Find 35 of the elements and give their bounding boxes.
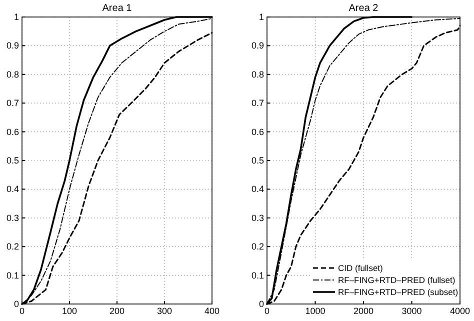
y-tick-label: 0.2 bbox=[6, 242, 19, 252]
y-tick-label: 0.5 bbox=[6, 156, 19, 166]
y-tick-label: 0.7 bbox=[251, 98, 264, 108]
y-tick-label: 0.4 bbox=[6, 184, 19, 194]
y-tick-label: 0.2 bbox=[251, 242, 264, 252]
chart-title: Area 2 bbox=[348, 3, 379, 14]
y-tick-label: 0.6 bbox=[251, 126, 264, 137]
legend-label: RF–FING+RTD–PRED (fullset) bbox=[338, 275, 456, 285]
y-tick-label: 0.8 bbox=[251, 69, 264, 80]
y-tick-label: 1 bbox=[14, 12, 19, 22]
y-tick-label: 0 bbox=[14, 299, 19, 309]
y-tick-label: 0.8 bbox=[6, 69, 19, 80]
x-tick-label: 300 bbox=[156, 306, 172, 316]
y-tick-label: 0.3 bbox=[251, 212, 264, 223]
x-tick-label: 2000 bbox=[353, 306, 374, 316]
y-tick-label: 1 bbox=[258, 12, 264, 22]
y-tick-label: 0 bbox=[258, 299, 264, 309]
y-tick-label: 0.6 bbox=[6, 126, 19, 137]
y-tick-label: 0.7 bbox=[6, 98, 19, 108]
x-tick-label: 3000 bbox=[402, 306, 422, 316]
legend-label: RF–FING+RTD–PRED (subset) bbox=[338, 287, 458, 297]
x-tick-label: 4000 bbox=[450, 306, 470, 316]
x-tick-label: 100 bbox=[62, 306, 78, 316]
x-tick-label: 1000 bbox=[305, 306, 326, 316]
x-tick-label: 400 bbox=[204, 306, 220, 316]
legend-label: CID (fullset) bbox=[338, 263, 384, 273]
y-tick-label: 0.3 bbox=[6, 212, 19, 223]
x-tick-label: 200 bbox=[109, 306, 125, 316]
chart-title: Area 1 bbox=[102, 3, 132, 14]
y-tick-label: 0.5 bbox=[251, 156, 264, 166]
y-tick-label: 0.9 bbox=[251, 40, 264, 51]
y-tick-label: 0.9 bbox=[6, 40, 19, 51]
y-tick-label: 0.4 bbox=[251, 184, 264, 194]
y-tick-label: 0.1 bbox=[6, 270, 19, 280]
y-tick-label: 0.1 bbox=[251, 270, 264, 280]
